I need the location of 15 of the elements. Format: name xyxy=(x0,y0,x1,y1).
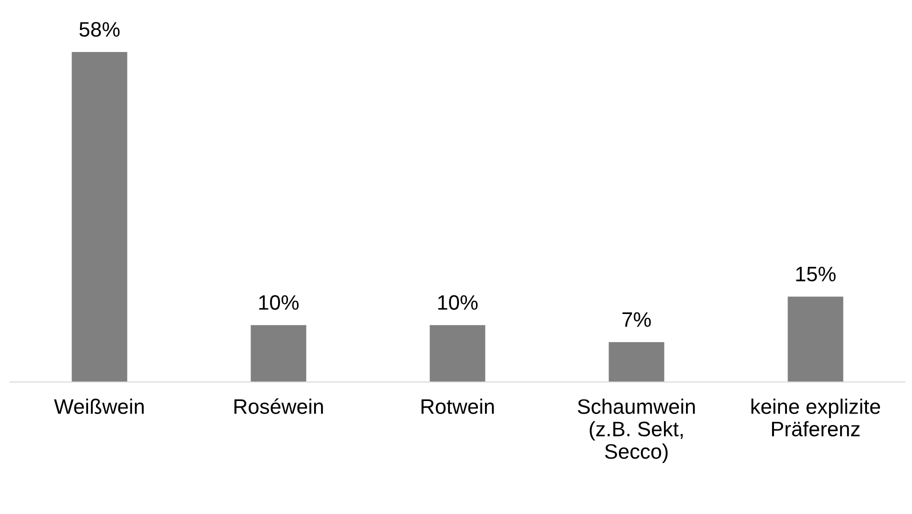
bar xyxy=(72,52,128,382)
data-label: 58% xyxy=(79,22,120,37)
x-tick-label: Roséwein xyxy=(234,398,323,414)
data-label: 7% xyxy=(622,312,651,327)
x-tick-label: Weißwein xyxy=(54,398,144,414)
data-label: 10% xyxy=(259,295,299,310)
bar xyxy=(430,325,486,382)
x-tick-label: keine explizite Präferenz xyxy=(751,398,880,436)
data-label: 10% xyxy=(438,295,478,310)
data-label: 15% xyxy=(796,266,836,282)
bar xyxy=(250,325,306,382)
x-tick-label: Schaumwein (z.B. Sekt, Secco) xyxy=(578,398,695,463)
bar xyxy=(608,342,664,382)
x-tick-label: Rotwein xyxy=(422,398,494,414)
bar xyxy=(788,296,844,382)
